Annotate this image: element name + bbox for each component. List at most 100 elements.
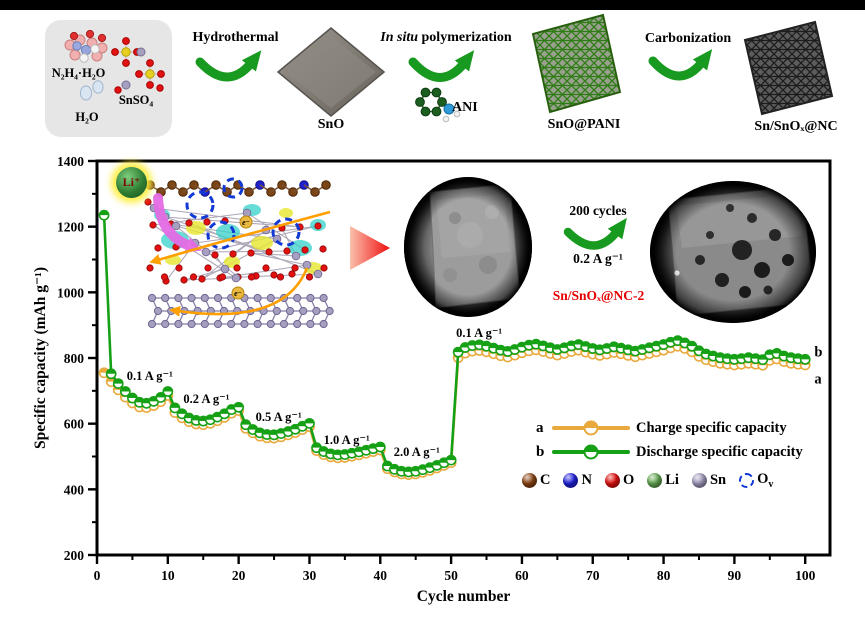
legend-charge-line (552, 420, 630, 436)
li-ion-badge: Li⁺ (116, 167, 147, 198)
x-axis-title: Cycle number (416, 588, 511, 605)
legend-discharge-line (552, 444, 630, 460)
sem-cycles-caption: 200 cycles (569, 203, 627, 218)
x-tick-label: 40 (374, 568, 388, 583)
sample-name-caption: Sn/SnOₓ@NC-2 (552, 288, 645, 303)
plot-canvas: e⁻ e⁻ 0 10 20 30 40 50 60 70 80 90 100 200 400 600 800 1… (57, 154, 832, 583)
ani-label: ANI (452, 100, 478, 115)
legend-charge-label: Charge specific capacity (636, 419, 787, 436)
y-tick-label: 1000 (57, 285, 84, 300)
oxygen-vacancy-circle (271, 217, 301, 247)
x-tick-label: 80 (657, 568, 671, 583)
legend-key-a: a (536, 419, 544, 436)
n2h4-molecule-model (64, 29, 108, 63)
oxygen-vacancy-circle (206, 220, 236, 250)
li-insertion-arrow (153, 193, 203, 253)
snso4-molecule-model (111, 37, 165, 94)
legend-charge-marker-icon (583, 420, 599, 436)
rate-label: 2.0 A g⁻¹ (393, 445, 440, 460)
tin-atom-icon (691, 472, 707, 488)
svg-text:e⁻: e⁻ (242, 218, 250, 227)
oxygen-vacancy-icon (739, 472, 755, 488)
sno-pani-label: SnO@PANI (547, 117, 621, 132)
x-tick-label: 70 (586, 568, 600, 583)
chart-axes: 0 10 20 30 40 50 60 70 80 90 100 200 400 600 800 1000 12… (57, 154, 832, 583)
yellow-blob (251, 236, 273, 250)
rate-label: 1.0 A g⁻¹ (323, 432, 370, 447)
electron-badge (239, 215, 253, 229)
oxygen-vacancy-circle (222, 177, 244, 199)
rate-label: 0.1 A g⁻¹ (456, 326, 503, 341)
x-tick-label: 0 (94, 568, 101, 583)
series-endpoint-label-b: b (814, 344, 823, 361)
y-tick-label: 400 (64, 482, 85, 497)
atom-legend-c: C (522, 472, 550, 489)
h2o-droplets (79, 80, 104, 101)
electron-path-arrow (169, 267, 309, 317)
y-tick-label: 600 (64, 417, 85, 432)
y-tick-label: 200 (64, 548, 85, 563)
x-tick-label: 60 (515, 568, 529, 583)
ani-molecule (415, 87, 461, 123)
x-tick-label: 100 (795, 568, 816, 583)
series-endpoint-label-a: a (814, 371, 822, 388)
legend-key-b: b (536, 443, 545, 460)
svg-text:e⁻: e⁻ (234, 289, 242, 298)
arrow-carbonization (648, 49, 713, 81)
synthesis-scheme-graphics (64, 13, 834, 123)
chart-series (98, 209, 811, 480)
series-b (98, 209, 811, 478)
x-tick-label: 30 (303, 568, 317, 583)
atom-legend: C N O Li Sn Ov (522, 471, 786, 489)
polymerization-rest: polymerization (418, 30, 512, 45)
arrow-polymerization (408, 50, 475, 82)
y-tick-label: 1200 (57, 220, 84, 235)
x-tick-label: 10 (161, 568, 175, 583)
oxygen-atom-icon (604, 472, 620, 488)
oxygen-vacancy-circle (185, 190, 215, 220)
h2o-label: H₂O (75, 110, 99, 124)
arrow-hydrothermal (195, 50, 262, 82)
sem-image-before (404, 177, 532, 317)
lithium-atom-icon (647, 472, 663, 488)
y-tick-label: 800 (64, 351, 85, 366)
sn-snox-nc-particle (743, 20, 834, 116)
y-tick-label: 1400 (57, 154, 84, 169)
mechanism-inset: e⁻ e⁻ (144, 177, 334, 329)
electron-path-arrow (149, 210, 331, 265)
sem-image-after (650, 181, 816, 323)
n2h4-label: N₂H₄·H₂O (51, 66, 106, 80)
x-tick-label: 90 (728, 568, 742, 583)
y-axis-title: Specific capacity (mAh g⁻¹) (32, 267, 49, 450)
sno-particle (276, 27, 386, 117)
rate-label: 0.1 A g⁻¹ (126, 368, 173, 383)
rate-label: 0.2 A g⁻¹ (183, 391, 230, 406)
sno-pani-particle (531, 13, 622, 114)
carbon-atom-icon (522, 472, 537, 488)
x-tick-label: 20 (232, 568, 246, 583)
atom-legend-o: O (604, 472, 634, 489)
hydrothermal-label: Hydrothermal (192, 30, 279, 45)
nitrogen-atom-icon (563, 472, 579, 488)
legend-charge: a Charge specific capacity (536, 417, 787, 439)
atom-legend-n: N (563, 472, 592, 489)
in-situ-italic: In situ (380, 30, 419, 45)
x-tick-label: 50 (444, 568, 458, 583)
arrow-200-cycles (563, 217, 627, 250)
legend-discharge-label: Discharge specific capacity (636, 443, 803, 460)
sem-rate-caption: 0.2 A g⁻¹ (573, 251, 623, 266)
sno-label: SnO (317, 117, 345, 132)
top-black-bar (0, 0, 865, 10)
atom-legend-ov: Ov (739, 471, 773, 489)
rate-label: 0.5 A g⁻¹ (255, 409, 302, 424)
snso4-label: SnSO₄ (118, 93, 154, 107)
yellow-blob (279, 208, 293, 218)
legend-discharge: b Discharge specific capacity (536, 441, 803, 463)
red-pointer-icon (350, 226, 390, 270)
product-label: Sn/SnOₓ@NC (754, 119, 838, 134)
electron-badge (231, 286, 245, 300)
legend-discharge-marker-icon (583, 444, 599, 460)
atom-legend-sn: Sn (691, 472, 726, 489)
in-situ-polymerization-label: In situ polymerization (366, 30, 526, 45)
